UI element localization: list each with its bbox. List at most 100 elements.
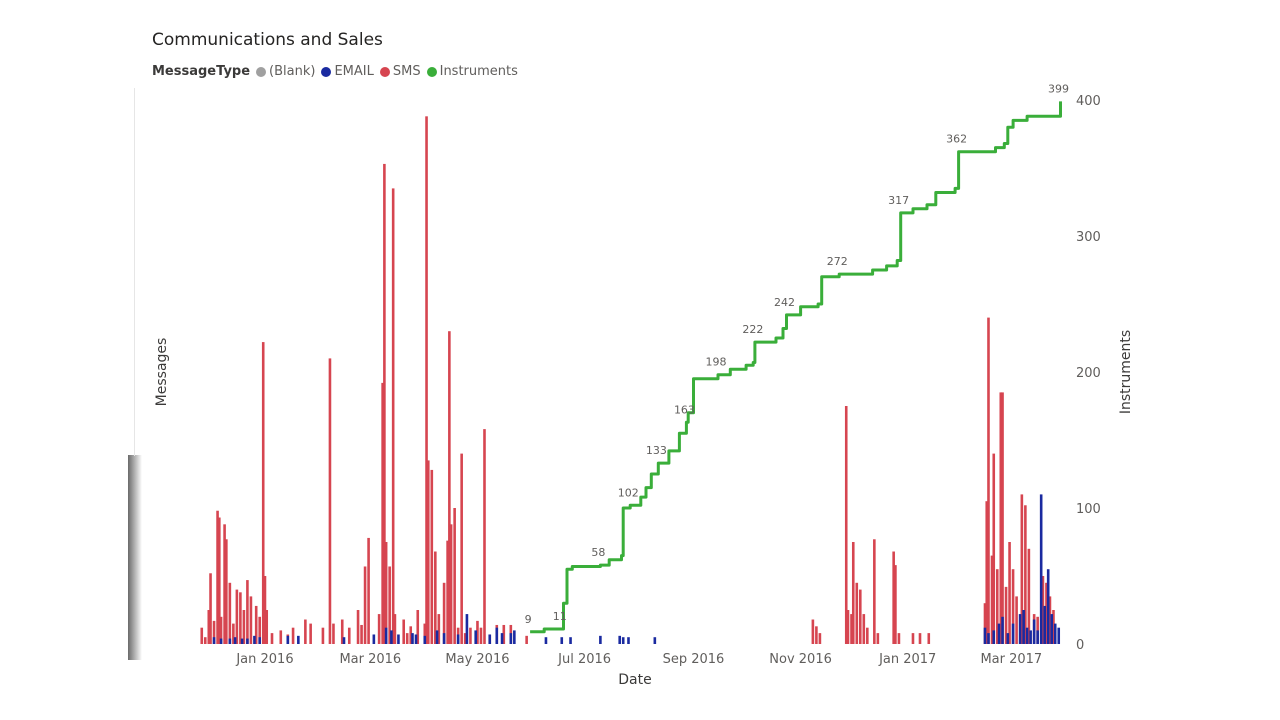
sms-bar[interactable] [263,576,267,644]
email-bar[interactable] [423,635,427,644]
email-bar[interactable] [1018,614,1022,644]
sms-bar[interactable] [430,469,434,644]
sms-bar[interactable] [423,623,427,644]
email-bar[interactable] [342,637,346,644]
email-bar[interactable] [286,635,290,644]
legend-item-sms[interactable]: SMS [379,64,421,79]
sms-bar[interactable] [367,537,370,644]
sms-bar[interactable] [363,566,367,644]
sms-bar[interactable] [442,582,446,644]
sms-bar[interactable] [1041,576,1045,644]
email-bar[interactable] [1029,630,1032,644]
sms-bar[interactable] [309,623,312,644]
sms-bar[interactable] [328,358,332,644]
sms-bar[interactable] [377,614,381,644]
email-bar[interactable] [1053,623,1057,644]
email-bar[interactable] [495,627,499,644]
sms-bar[interactable] [990,555,994,644]
email-bar[interactable] [1032,619,1036,644]
email-bar[interactable] [253,635,256,644]
sms-bar[interactable] [212,620,216,644]
email-bar[interactable] [569,637,572,644]
sms-bar[interactable] [249,596,253,644]
sms-bar[interactable] [1001,392,1004,644]
sms-bar[interactable] [525,635,528,644]
sms-bar[interactable] [209,573,212,644]
sms-bar[interactable] [502,624,506,644]
sms-bar[interactable] [453,508,456,644]
sms-bar[interactable] [476,620,479,644]
email-bar[interactable] [465,614,469,644]
sms-bar[interactable] [216,510,219,644]
email-bar[interactable] [240,638,244,644]
email-bar[interactable] [228,638,232,644]
email-bar[interactable] [384,627,388,644]
sms-bar[interactable] [200,627,204,644]
sms-bar[interactable] [332,623,335,644]
sms-bar[interactable] [434,551,437,644]
sms-bar[interactable] [258,616,262,644]
legend-item-email[interactable]: EMAIL [321,64,374,79]
email-bar[interactable] [488,634,492,644]
sms-bar[interactable] [844,406,848,644]
email-bar[interactable] [987,633,990,644]
sms-bar[interactable] [460,453,463,644]
sms-bar[interactable] [360,624,363,644]
sms-bar[interactable] [999,392,1003,644]
email-bar[interactable] [627,637,630,644]
legend-item-blank[interactable]: (Blank) [256,64,315,79]
email-bar[interactable] [1050,614,1054,644]
sms-bar[interactable] [815,626,818,644]
email-bar[interactable] [1011,623,1015,644]
sms-bar[interactable] [254,605,258,644]
sms-bar[interactable] [383,163,386,645]
sms-bar[interactable] [469,627,472,644]
email-bar[interactable] [414,634,418,644]
sms-bar[interactable] [207,610,211,644]
sms-bar[interactable] [851,542,855,644]
email-bar[interactable] [621,637,625,644]
sms-bar[interactable] [384,542,388,644]
sms-bar[interactable] [1004,586,1008,644]
sms-bar[interactable] [340,619,344,644]
sms-bar[interactable] [246,580,249,644]
sms-bar[interactable] [995,569,999,644]
sms-bar[interactable] [416,610,420,644]
instruments-line[interactable] [530,101,1062,634]
sms-bar[interactable] [811,619,815,644]
sms-bar[interactable] [873,539,876,644]
sms-bar[interactable] [1027,548,1031,644]
email-bar[interactable] [500,633,504,644]
sms-bar[interactable] [1015,596,1018,644]
sms-bar[interactable] [1024,505,1027,644]
sms-bar[interactable] [265,610,269,644]
sms-bar[interactable] [818,633,822,644]
sms-bar[interactable] [437,614,441,644]
email-bar[interactable] [1025,627,1029,644]
sms-bar[interactable] [218,517,221,644]
email-bar[interactable] [297,635,300,644]
email-bar[interactable] [233,637,237,644]
email-bar[interactable] [435,630,439,644]
email-bar[interactable] [1036,630,1039,644]
sms-bar[interactable] [463,633,467,644]
sms-bar[interactable] [862,614,866,644]
sms-bar[interactable] [479,627,483,644]
sms-bar[interactable] [1045,582,1048,644]
sms-bar[interactable] [235,589,239,644]
email-bar[interactable] [1057,627,1061,644]
sms-bar[interactable] [304,619,307,644]
sms-bar[interactable] [1020,494,1024,644]
sms-bar[interactable] [219,616,223,644]
email-bar[interactable] [599,635,602,644]
email-bar[interactable] [258,637,262,644]
sms-bar[interactable] [347,627,351,644]
email-bar[interactable] [212,637,216,644]
sms-bar[interactable] [291,627,295,644]
sms-bar[interactable] [228,582,232,644]
email-bar[interactable] [992,630,996,644]
sms-bar[interactable] [927,633,931,644]
email-bar[interactable] [390,630,393,644]
sms-bar[interactable] [426,460,430,644]
email-bar[interactable] [560,637,564,644]
